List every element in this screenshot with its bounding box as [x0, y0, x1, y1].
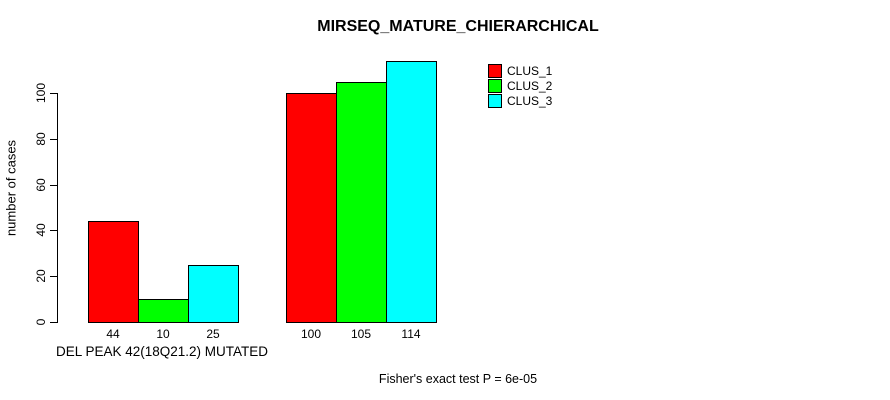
x-axis-group-label: DEL PEAK 42(18Q21.2) MUTATED	[55, 344, 269, 359]
bar-clus_2-group1	[138, 299, 189, 323]
bar-clus_3-group2	[386, 61, 437, 323]
y-axis-tick-label: 100	[34, 82, 48, 104]
y-axis-tick	[50, 185, 57, 186]
y-axis-tick-label: 80	[34, 132, 48, 146]
annotation-text: Fisher's exact test P = 6e-05	[378, 372, 538, 386]
legend-label: CLUS_3	[507, 93, 553, 108]
bar-value-label: 114	[401, 327, 421, 341]
bar-value-label: 44	[106, 327, 120, 341]
bar-value-label: 105	[350, 327, 372, 341]
y-axis-tick-label: 60	[34, 178, 48, 192]
bar-clus_2-group2	[336, 82, 387, 323]
y-axis-tick	[50, 322, 57, 323]
legend: CLUS_1 CLUS_2 CLUS_3	[488, 63, 553, 108]
legend-swatch-clus_3	[488, 93, 502, 108]
y-axis-tick	[50, 276, 57, 277]
bar-clus_1-group1	[88, 221, 139, 323]
bar-clus_3-group1	[188, 265, 239, 323]
y-axis-tick-label: 40	[34, 223, 48, 237]
bar-value-label: 100	[300, 327, 322, 341]
y-axis-label: number of cases	[3, 139, 19, 237]
legend-swatch-clus_1	[488, 63, 502, 78]
bar-value-label: 25	[206, 327, 220, 341]
bar-value-label: 10	[156, 327, 170, 341]
y-axis-tick-label: 0	[34, 318, 48, 326]
y-axis-line	[57, 93, 58, 323]
y-axis-tick-label: 20	[34, 269, 48, 283]
legend-label: CLUS_1	[507, 63, 553, 78]
legend-item-clus_3: CLUS_3	[488, 93, 553, 108]
legend-item-clus_1: CLUS_1	[488, 63, 553, 78]
y-axis-tick	[50, 139, 57, 140]
bar-clus_1-group2	[286, 93, 337, 323]
y-axis-tick	[50, 93, 57, 94]
legend-swatch-clus_2	[488, 78, 502, 93]
y-axis-tick	[50, 230, 57, 231]
legend-item-clus_2: CLUS_2	[488, 78, 553, 93]
chart-title: MIRSEQ_MATURE_CHIERARCHICAL	[317, 18, 599, 35]
legend-label: CLUS_2	[507, 78, 553, 93]
